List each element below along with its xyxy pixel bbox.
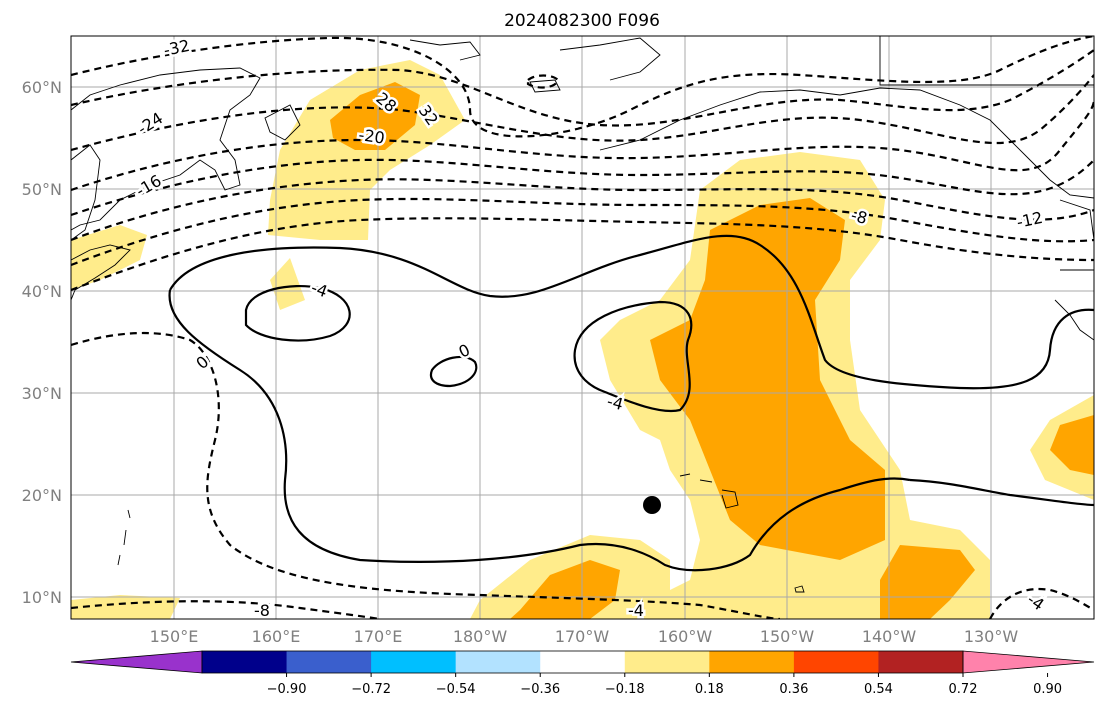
colorbar-segment bbox=[455, 651, 541, 673]
contour-label: -4 bbox=[628, 601, 644, 620]
lon-tick: 160°W bbox=[658, 627, 713, 646]
colorbar-tick-label: −0.90 bbox=[267, 682, 307, 697]
colorbar-frame bbox=[201, 650, 964, 674]
colorbar-tick-label: −0.54 bbox=[436, 682, 476, 697]
colorbar-segment bbox=[793, 651, 879, 673]
colorbar-tick-label: 0.90 bbox=[1033, 682, 1062, 697]
colorbar-tick-label: 0.72 bbox=[949, 682, 978, 697]
lon-tick: 170°E bbox=[354, 627, 403, 646]
map-area: -32 32 28 -24 -20 -16 -12 -8 -4 0 -4 0 -… bbox=[71, 36, 1094, 620]
colorbar-segment bbox=[709, 651, 795, 673]
colorbar-tick-label: 0.18 bbox=[695, 682, 724, 697]
colorbar-segment bbox=[202, 651, 288, 673]
colorbar-segment bbox=[286, 651, 372, 673]
colorbar-segment bbox=[878, 651, 964, 673]
colorbar-segment bbox=[540, 651, 626, 673]
coastlines bbox=[71, 36, 1094, 593]
lat-tick: 50°N bbox=[22, 180, 62, 199]
colorbar-tick-label: 0.36 bbox=[779, 682, 808, 697]
solid-contours bbox=[168, 234, 1094, 572]
lon-tick: 150°E bbox=[150, 627, 199, 646]
lat-tick: 40°N bbox=[22, 282, 62, 301]
lon-tick: 160°E bbox=[252, 627, 301, 646]
lon-tick: 180°W bbox=[453, 627, 508, 646]
contour-label: -20 bbox=[357, 125, 386, 147]
lon-tick: 150°W bbox=[760, 627, 815, 646]
colorbar-tick-label: −0.18 bbox=[605, 682, 645, 697]
lat-tick: 10°N bbox=[22, 588, 62, 607]
dashed-contours bbox=[71, 36, 1094, 619]
lat-tick: 60°N bbox=[22, 78, 62, 97]
lon-tick: 130°W bbox=[964, 627, 1019, 646]
map-frame bbox=[70, 35, 1095, 620]
lat-tick: 30°N bbox=[22, 384, 62, 403]
colorbar-tick-label: −0.72 bbox=[351, 682, 391, 697]
colorbar-segment bbox=[371, 651, 457, 673]
lat-tick: 20°N bbox=[22, 486, 62, 505]
graticule bbox=[71, 36, 1094, 619]
contour-label: -8 bbox=[254, 601, 270, 620]
lon-tick: 140°W bbox=[862, 627, 917, 646]
colorbar-segment bbox=[624, 651, 710, 673]
storm-position-marker bbox=[643, 496, 661, 514]
colorbar-tick-label: −0.36 bbox=[520, 682, 560, 697]
colorbar-tick-label: 0.54 bbox=[864, 682, 893, 697]
colorbar-extend-min bbox=[70, 650, 203, 674]
shading-mid bbox=[330, 82, 1094, 619]
colorbar-extend-max bbox=[962, 650, 1095, 674]
latitude-labels: 60°N 50°N 40°N 30°N 20°N 10°N bbox=[22, 78, 62, 607]
colorbar: −0.90 −0.72 −0.54 −0.36 −0.18 0.18 0.36 0.54 0.7… bbox=[70, 650, 1095, 697]
map-title: 2024082300 F096 bbox=[504, 11, 660, 31]
longitude-labels: 150°E 160°E 170°E 180°W 170°W 160°W 150°… bbox=[150, 627, 1019, 646]
lon-tick: 170°W bbox=[555, 627, 610, 646]
